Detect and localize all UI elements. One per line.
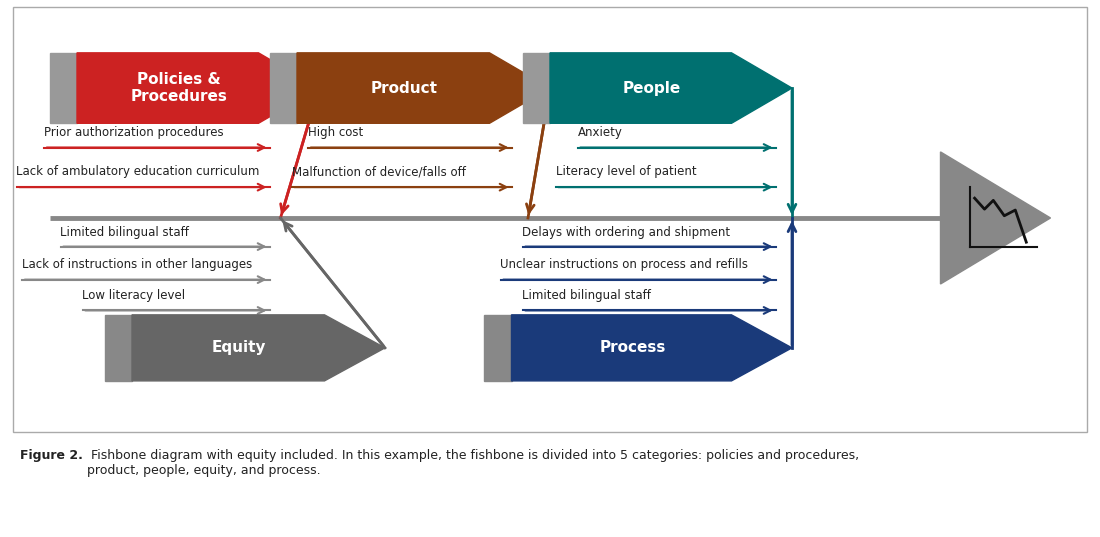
Text: Delays with ordering and shipment: Delays with ordering and shipment [522,226,730,238]
Text: Limited bilingual staff: Limited bilingual staff [522,288,651,302]
Text: Anxiety: Anxiety [578,126,623,139]
Polygon shape [132,315,385,381]
Text: Malfunction of device/falls off: Malfunction of device/falls off [292,165,465,178]
Text: Limited bilingual staff: Limited bilingual staff [60,226,189,238]
Text: Low literacy level: Low literacy level [82,288,186,302]
Text: Literacy level of patient: Literacy level of patient [556,165,696,178]
Text: Prior authorization procedures: Prior authorization procedures [44,126,223,139]
Polygon shape [522,53,550,124]
FancyBboxPatch shape [13,6,1087,432]
Text: Figure 2.: Figure 2. [20,449,82,462]
Text: Lack of ambulatory education curriculum: Lack of ambulatory education curriculum [16,165,260,178]
Polygon shape [940,152,1050,284]
Polygon shape [270,53,297,124]
Polygon shape [104,315,132,381]
Text: People: People [623,81,681,96]
Polygon shape [550,53,792,124]
Text: Product: Product [371,81,438,96]
Text: Unclear instructions on process and refills: Unclear instructions on process and refi… [500,258,748,271]
Polygon shape [50,53,77,124]
Text: Equity: Equity [212,340,266,355]
Polygon shape [297,53,550,124]
Text: Policies &
Procedures: Policies & Procedures [130,72,228,104]
Text: Lack of instructions in other languages: Lack of instructions in other languages [22,258,252,271]
Text: High cost: High cost [308,126,363,139]
Text: Fishbone diagram with equity included. In this example, the fishbone is divided : Fishbone diagram with equity included. I… [87,449,859,477]
Polygon shape [484,315,512,381]
Polygon shape [512,315,792,381]
Polygon shape [77,53,319,124]
Text: Process: Process [600,340,666,355]
